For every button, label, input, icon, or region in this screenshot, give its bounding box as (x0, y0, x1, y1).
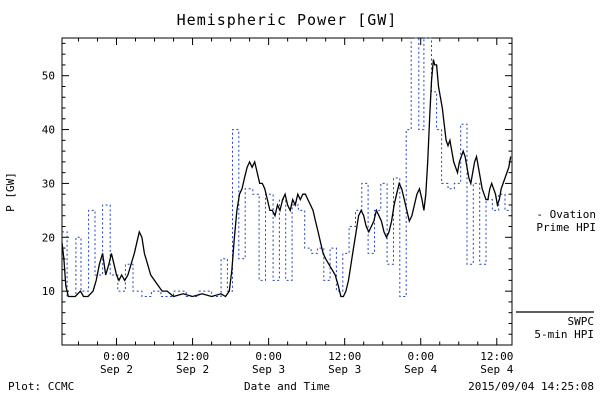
legend-swpc-line2: 5-min HPI (534, 328, 594, 341)
series-ovation-prime-hpi (62, 37, 512, 297)
x-tick-date-label: Sep 4 (480, 363, 513, 376)
plot-source-label: Plot: CCMC (8, 380, 74, 393)
timestamp-label: 2015/09/04 14:25:08 (468, 380, 594, 393)
axis-box (61, 37, 513, 346)
legend-ovation-line2: Prime HPI (536, 221, 596, 234)
x-tick-date-label: Sep 4 (404, 363, 437, 376)
y-tick-label: 40 (42, 124, 55, 137)
series-swpc-5-min-hpi (61, 59, 512, 298)
x-axis-label: Date and Time (244, 380, 330, 393)
x-tick-time-label: 0:00 (407, 350, 434, 363)
x-tick-time-label: 12:00 (480, 350, 513, 363)
y-tick-label: 10 (42, 285, 55, 298)
x-tick-date-label: Sep 2 (176, 363, 209, 376)
x-tick-time-label: 12:00 (176, 350, 209, 363)
x-tick-date-label: Sep 3 (328, 363, 361, 376)
y-tick-label: 30 (42, 177, 55, 190)
y-axis-label: P [GW] (4, 172, 17, 212)
legend-swpc-line1: SWPC (568, 315, 595, 328)
y-tick-label: 50 (42, 70, 55, 83)
x-tick-time-label: 12:00 (328, 350, 361, 363)
x-tick-time-label: 0:00 (255, 350, 282, 363)
x-tick-date-label: Sep 2 (100, 363, 133, 376)
x-tick-time-label: 0:00 (103, 350, 130, 363)
legend-ovation-line1: - Ovation (536, 208, 596, 221)
y-tick-label: 20 (42, 231, 55, 244)
chart-title: Hemispheric Power [GW] (177, 11, 398, 29)
x-tick-date-label: Sep 3 (252, 363, 285, 376)
